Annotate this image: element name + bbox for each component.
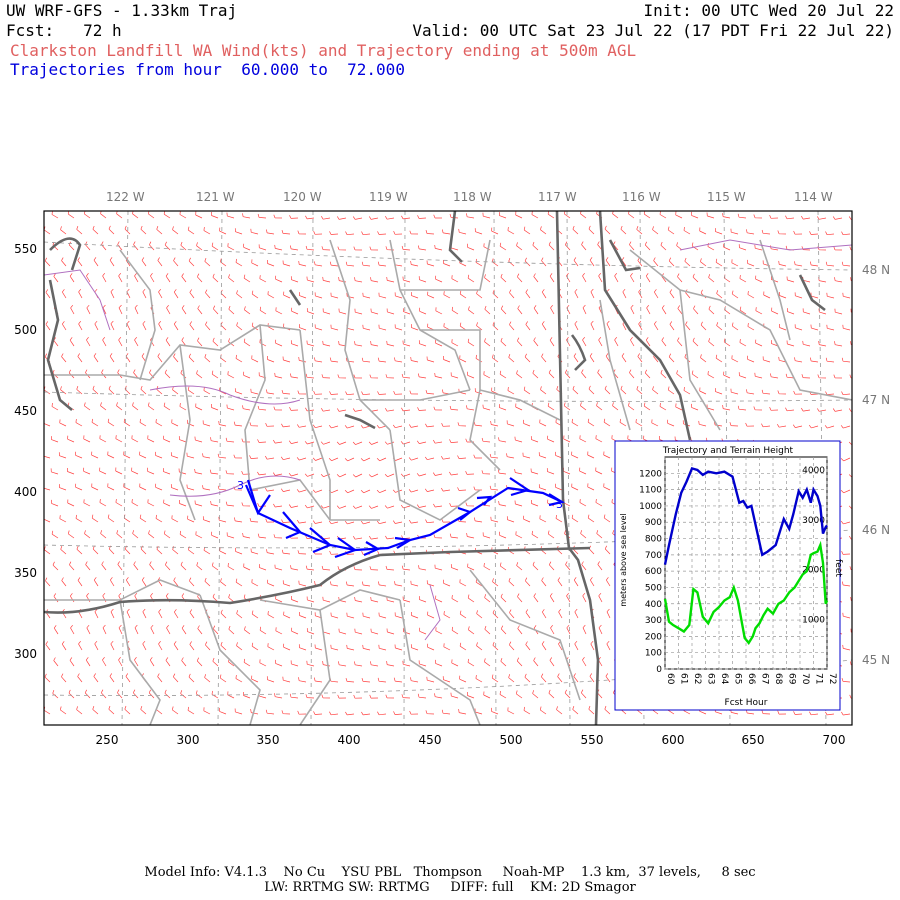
trajectory-path xyxy=(246,479,563,552)
lon-label: 119 W xyxy=(369,190,408,204)
longitude-labels: 122 W 121 W 120 W 119 W 118 W 117 W 116 … xyxy=(106,190,833,204)
y-tick: 550 xyxy=(14,242,37,256)
trajectory-arrows xyxy=(244,477,565,559)
lat-label: 47 N xyxy=(862,393,890,407)
trajectory-hours: Trajectories from hour 60.000 to 72.000 xyxy=(10,60,405,79)
inset-right-tick: 1000 xyxy=(802,615,825,625)
inset-title: Trajectory and Terrain Height xyxy=(662,446,794,456)
map-frame xyxy=(43,210,853,726)
inset-left-tick: 500 xyxy=(645,583,662,593)
x-axis-ticks: 250 300 350 400 450 500 550 600 650 700 xyxy=(96,733,846,747)
inset-grid xyxy=(664,457,828,670)
lon-label: 121 W xyxy=(196,190,235,204)
x-tick: 250 xyxy=(96,733,119,747)
model-info-line2: LW: RRTMG SW: RRTMG DIFF: full KM: 2D Sm… xyxy=(264,880,636,895)
inset-ylabel-right: feet xyxy=(833,559,843,577)
inset-x-tick: 69 xyxy=(787,673,797,685)
county-lines xyxy=(44,239,852,725)
inset-x-tick: 70 xyxy=(800,673,810,685)
x-tick: 300 xyxy=(177,733,200,747)
inset-left-tick: 1200 xyxy=(639,469,662,479)
inset-left-tick: 0 xyxy=(656,665,662,675)
inset-left-ticks: 0 100 200 300 400 500 600 700 800 900 1000 1100 1200 xyxy=(639,469,662,675)
inset-right-ticks: 1000 2000 3000 4000 xyxy=(802,466,825,625)
init-time: Init: 00 UTC Wed 20 Jul 22 xyxy=(643,1,894,20)
waterways xyxy=(44,239,852,641)
inset-x-tick: 61 xyxy=(679,673,689,684)
inset-x-tick: 71 xyxy=(814,673,824,684)
plot-subtitle: Clarkston Landfill WA Wind(kts) and Traj… xyxy=(10,41,637,60)
inset-left-tick: 400 xyxy=(645,600,662,610)
inset-x-tick: 67 xyxy=(760,673,770,684)
inset-series xyxy=(663,466,829,645)
y-axis-ticks: 550 500 450 400 350 300 xyxy=(14,242,37,661)
inset-left-tick: 1100 xyxy=(639,486,662,496)
x-tick: 700 xyxy=(823,733,846,747)
lat-label: 45 N xyxy=(862,653,890,667)
latitude-labels: 48 N 47 N 46 N 45 N xyxy=(862,263,890,667)
inset-x-tick: 68 xyxy=(773,673,783,685)
x-tick: 350 xyxy=(257,733,280,747)
inset-left-tick: 600 xyxy=(645,567,662,577)
inset-right-tick: 2000 xyxy=(802,566,825,576)
trajectory-start-label: 3 xyxy=(237,479,244,492)
x-tick: 650 xyxy=(742,733,765,747)
lat-label: 48 N xyxy=(862,263,890,277)
inset-x-tick: 72 xyxy=(827,673,837,684)
lon-label: 118 W xyxy=(453,190,492,204)
x-tick: 600 xyxy=(662,733,685,747)
lon-label: 122 W xyxy=(106,190,145,204)
lat-label: 46 N xyxy=(862,523,890,537)
inset-ylabel-left: meters above sea level xyxy=(619,513,628,606)
y-tick: 300 xyxy=(14,647,37,661)
lon-label: 120 W xyxy=(283,190,322,204)
inset-left-tick: 100 xyxy=(645,649,662,659)
lon-label: 116 W xyxy=(622,190,661,204)
valid-time: Valid: 00 UTC Sat 23 Jul 22 (17 PDT Fri … xyxy=(412,21,894,40)
inset-left-tick: 900 xyxy=(645,518,662,528)
inset-x-tick: 65 xyxy=(733,673,743,684)
inset-series-line xyxy=(663,466,828,565)
inset-series-line xyxy=(663,540,829,645)
lon-label: 114 W xyxy=(794,190,833,204)
y-tick: 400 xyxy=(14,485,37,499)
inset-right-tick: 3000 xyxy=(802,516,825,526)
title-left: UW WRF-GFS - 1.33km Traj xyxy=(6,1,238,20)
y-tick: 450 xyxy=(14,404,37,418)
inset-x-tick: 64 xyxy=(719,673,729,685)
y-tick: 500 xyxy=(14,323,37,337)
inset-left-tick: 1000 xyxy=(639,502,662,512)
trajectory: 3 3 xyxy=(237,477,565,559)
inset-chart: Trajectory and Terrain Height 0 100 200 300… xyxy=(614,440,843,711)
map-geography xyxy=(44,211,852,725)
y-tick: 350 xyxy=(14,566,37,580)
state-borders xyxy=(44,211,826,725)
lon-label: 117 W xyxy=(538,190,577,204)
inset-x-tick: 62 xyxy=(692,673,702,684)
model-info-line1: Model Info: V4.1.3 No Cu YSU PBL Thompso… xyxy=(144,865,756,880)
x-tick: 500 xyxy=(500,733,523,747)
forecast-hour: Fcst: 72 h xyxy=(6,21,122,40)
inset-x-ticks: 60 61 62 63 64 65 66 67 68 69 70 71 72 xyxy=(665,673,837,685)
x-tick: 400 xyxy=(338,733,361,747)
inset-left-tick: 200 xyxy=(645,632,662,642)
inset-x-tick: 63 xyxy=(706,673,716,684)
lon-label: 115 W xyxy=(707,190,746,204)
inset-left-tick: 300 xyxy=(645,616,662,626)
inset-x-tick: 66 xyxy=(746,673,756,685)
trajectory-end-label: 3 xyxy=(556,498,563,511)
inset-left-tick: 700 xyxy=(645,551,662,561)
inset-right-tick: 4000 xyxy=(802,466,825,476)
x-tick: 550 xyxy=(581,733,604,747)
inset-x-tick: 60 xyxy=(665,673,675,685)
x-tick: 450 xyxy=(419,733,442,747)
inset-xlabel: Fcst Hour xyxy=(725,698,768,708)
inset-left-tick: 800 xyxy=(645,535,662,545)
